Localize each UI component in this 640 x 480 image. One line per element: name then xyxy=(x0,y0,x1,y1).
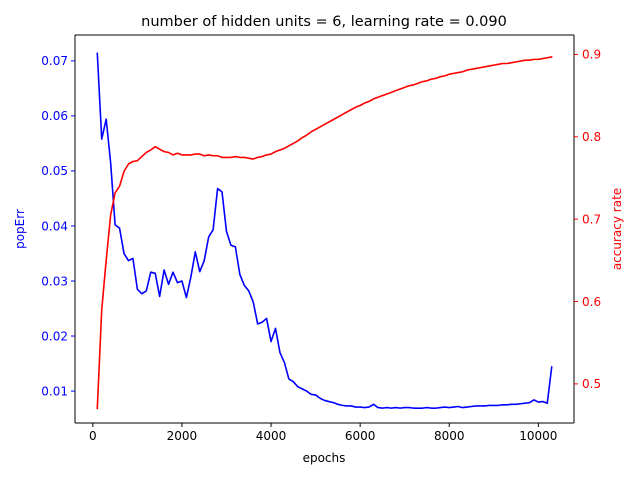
axes-layer: 0 2000 4000 6000 8000 10000 0.01 0.02 0.03 0.04 0.… xyxy=(41,34,601,443)
plot-area xyxy=(75,35,574,423)
y-right-tick-label: 0.5 xyxy=(582,377,601,391)
x-tick-label: 10000 xyxy=(519,429,557,443)
y-left-tick-label: 0.07 xyxy=(41,54,68,68)
y-left-tick-label: 0.04 xyxy=(41,219,68,233)
y-right-tick-label: 0.6 xyxy=(582,295,601,309)
x-tick-label: 6000 xyxy=(345,429,376,443)
x-tick-label: 0 xyxy=(89,429,97,443)
y-right-tick-label: 0.9 xyxy=(582,48,601,62)
y-left-tick-label: 0.01 xyxy=(41,384,68,398)
x-tick-label: 2000 xyxy=(167,429,198,443)
y-axis-left-label: popErr xyxy=(13,209,27,249)
y-left-tick-label: 0.05 xyxy=(41,164,68,178)
y-axis-right-label: accuracy rate xyxy=(610,188,624,270)
x-tick-label: 4000 xyxy=(256,429,287,443)
x-tick-label: 8000 xyxy=(434,429,465,443)
y-left-tick-label: 0.02 xyxy=(41,329,68,343)
plot-background xyxy=(75,35,574,423)
series-layer xyxy=(96,52,553,410)
chart-title: number of hidden units = 6, learning rat… xyxy=(141,14,507,30)
x-axis-label: epochs xyxy=(303,451,346,465)
accuracy-rate-line xyxy=(96,56,553,410)
y-left-tick-label: 0.03 xyxy=(41,274,68,288)
y-right-tick-label: 0.8 xyxy=(582,130,601,144)
y-left-tick-label: 0.06 xyxy=(41,109,68,123)
y-right-tick-label: 0.7 xyxy=(582,212,601,226)
poperr-line xyxy=(96,52,553,409)
